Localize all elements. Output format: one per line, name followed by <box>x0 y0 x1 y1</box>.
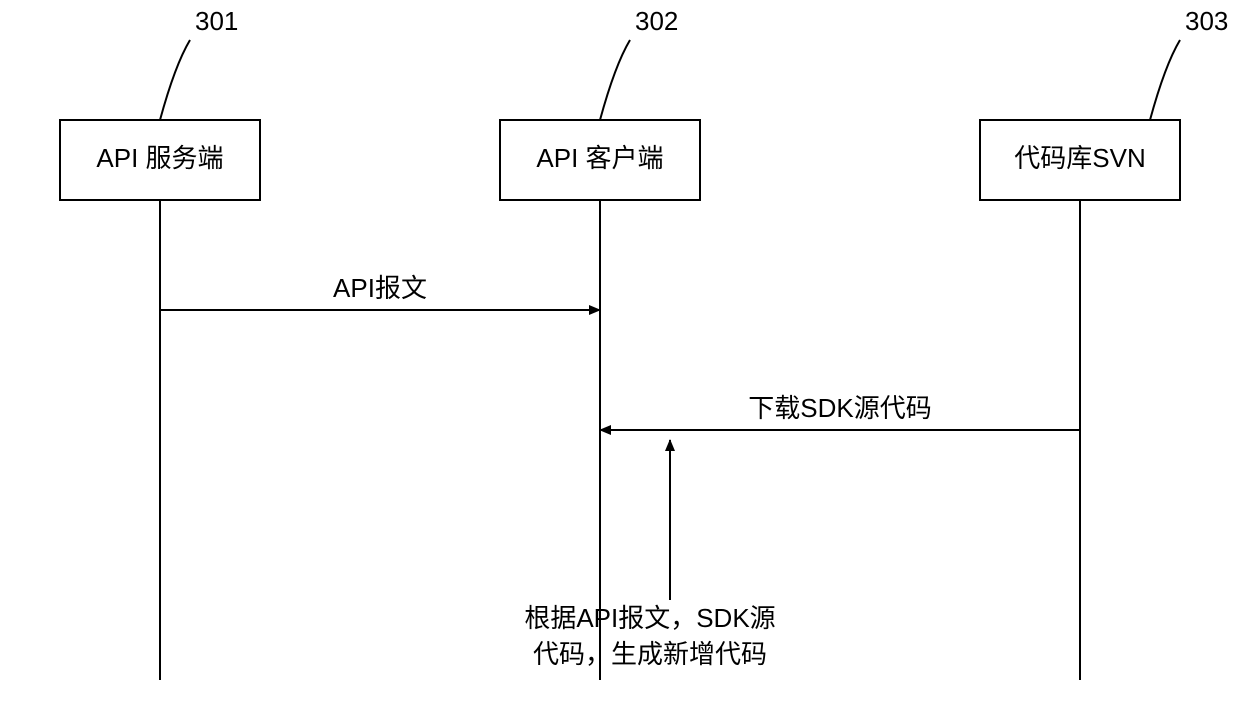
self-message-label-line-0: 根据API报文，SDK源 <box>524 603 775 633</box>
messages: API报文下载SDK源代码根据API报文，SDK源代码，生成新增代码 <box>160 273 1080 669</box>
ref-number-svn_repo: 303 <box>1185 6 1228 36</box>
self-message-label-line-1: 代码，生成新增代码 <box>533 639 767 669</box>
ref-leader-api_server <box>160 40 190 120</box>
ref-leader-svn_repo <box>1150 40 1180 120</box>
ref-leader-api_client <box>600 40 630 120</box>
message-label-msg_download_sdk: 下载SDK源代码 <box>748 393 931 423</box>
participants: API 服务端 301 API 客户端 302 代码库SVN 303 <box>60 6 1228 680</box>
ref-number-api_client: 302 <box>635 6 678 36</box>
ref-number-api_server: 301 <box>195 6 238 36</box>
participant-label-api_server: API 服务端 <box>96 143 223 173</box>
participant-label-svn_repo: 代码库SVN <box>1014 143 1145 173</box>
sequence-diagram: API 服务端 301 API 客户端 302 代码库SVN 303 API报文下载SDK… <box>0 0 1240 706</box>
participant-label-api_client: API 客户端 <box>536 143 663 173</box>
message-label-msg_api_packet: API报文 <box>333 273 427 303</box>
